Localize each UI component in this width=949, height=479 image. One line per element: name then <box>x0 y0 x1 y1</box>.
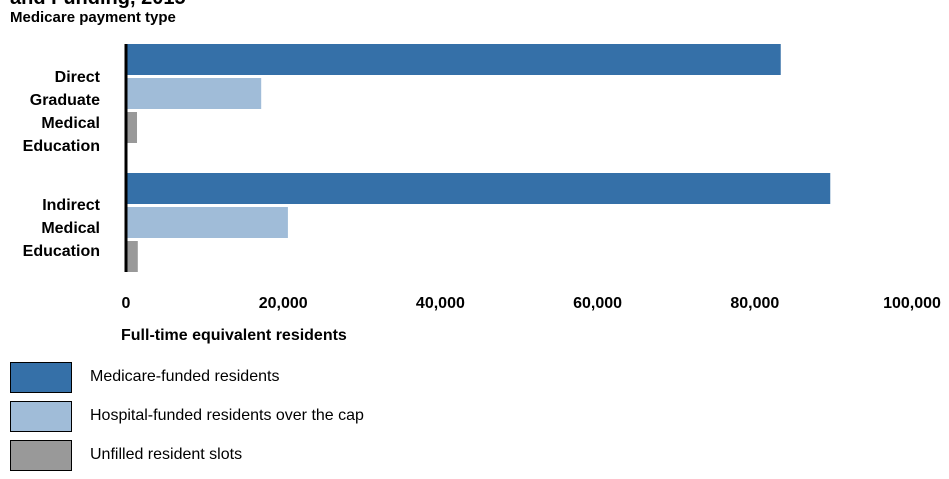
bar-direct-gme-series-0 <box>126 44 781 75</box>
category-label-line: Education <box>22 138 100 155</box>
category-label-line: Education <box>22 243 100 260</box>
x-tick-label: 60,000 <box>573 295 622 312</box>
chart-subtitle: Medicare payment type <box>10 9 176 26</box>
bar-direct-gme-series-1 <box>126 78 262 109</box>
legend-label: Hospital-funded residents over the cap <box>90 407 364 424</box>
bar-indirect-me-series-2 <box>126 241 138 272</box>
category-label-line: Graduate <box>29 92 100 109</box>
legend-swatch <box>10 401 72 432</box>
x-tick-label: 20,000 <box>259 295 308 312</box>
category-label-line: Medical <box>41 220 100 237</box>
category-label-line: Direct <box>54 69 100 86</box>
legend-label: Unfilled resident slots <box>90 446 243 463</box>
x-tick-label: 100,000 <box>883 295 941 312</box>
legend-label: Medicare-funded residents <box>90 368 280 385</box>
x-tick-label: 0 <box>122 295 131 312</box>
bar-direct-gme-series-2 <box>126 112 138 143</box>
x-axis-label: Full-time equivalent residents <box>121 327 347 344</box>
category-label-indirect-me: Indirect Medical Education <box>23 194 100 263</box>
legend-swatch <box>10 440 72 471</box>
chart-title-fragment: and Funding, 2015 <box>10 0 186 10</box>
category-label-line: Indirect <box>42 197 100 214</box>
bar-chart: 0 20,000 40,000 60,000 80,000 100,000 <box>122 44 941 312</box>
bar-indirect-me-series-0 <box>126 173 831 204</box>
legend-swatch <box>10 362 72 393</box>
bar-indirect-me-series-1 <box>126 207 288 238</box>
category-label-direct-gme: Direct Graduate Medical Education <box>23 66 100 158</box>
x-tick-label: 80,000 <box>730 295 779 312</box>
category-label-line: Medical <box>41 115 100 132</box>
x-tick-label: 40,000 <box>416 295 465 312</box>
